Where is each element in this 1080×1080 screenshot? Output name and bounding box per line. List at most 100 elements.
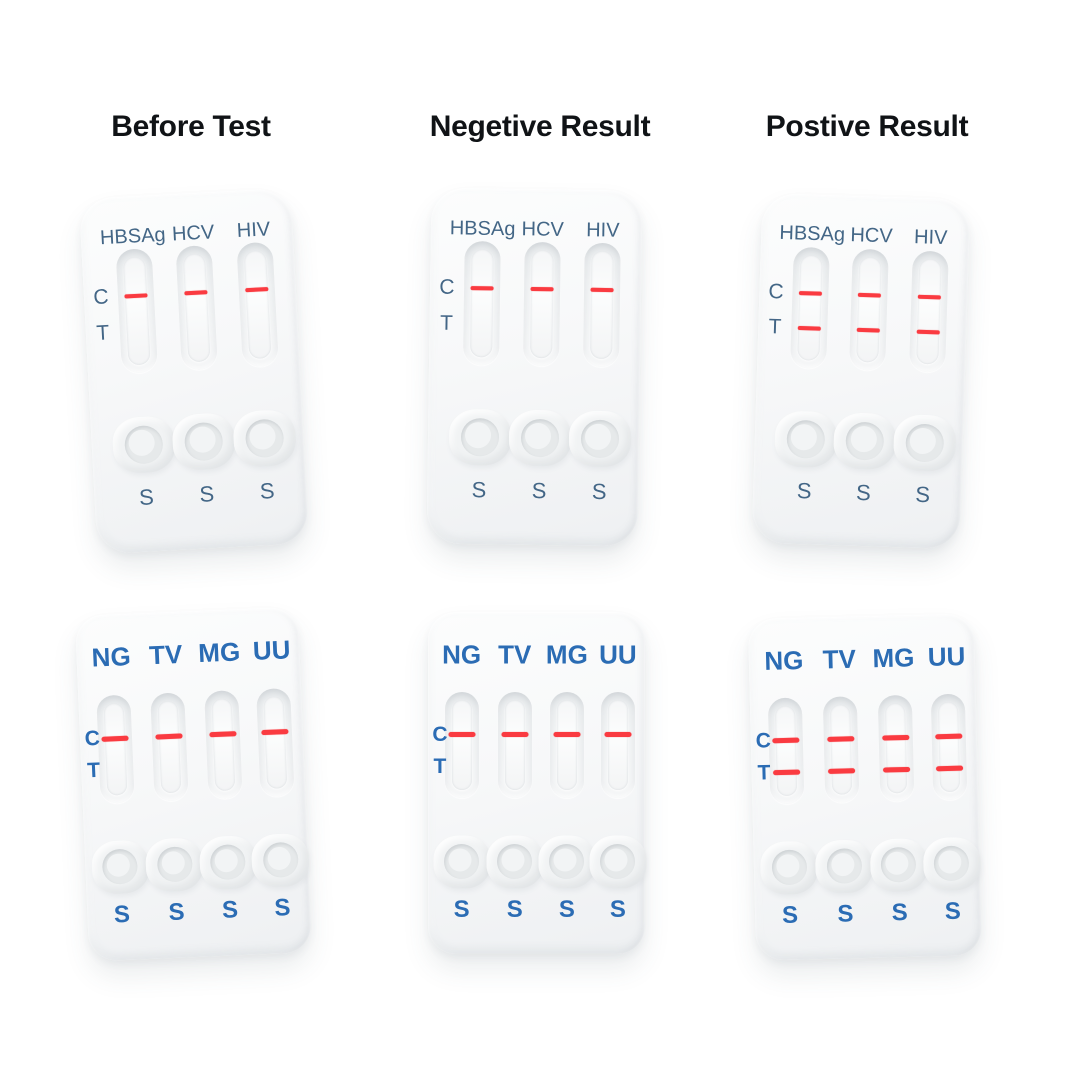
sample-label: S — [453, 895, 470, 923]
test-strip-window — [556, 700, 577, 791]
sample-well-ring — [444, 844, 480, 880]
cassette-hepatitis-positive-result: HBSAg HCV HIV C T S S S — [751, 192, 971, 550]
sample-well-center — [831, 852, 855, 877]
test-strip-window — [103, 703, 127, 796]
assay-label-hcv: HCV — [850, 224, 893, 248]
test-strip-window — [915, 258, 942, 365]
assay-label-uu: UU — [252, 634, 291, 667]
sample-label: S — [914, 481, 931, 508]
column-title-negative-result: Negetive Result — [429, 110, 651, 143]
test-strip-window — [590, 251, 614, 359]
sample-well-ring — [600, 844, 636, 880]
assay-label-uu: UU — [599, 639, 637, 670]
sample-well — [250, 832, 310, 888]
sample-well — [538, 835, 596, 889]
sample-well-center — [790, 423, 818, 451]
sample-well-ring — [244, 418, 285, 459]
control-line — [881, 735, 909, 741]
test-label: T — [433, 754, 447, 778]
sample-well-ring — [497, 844, 533, 880]
control-label: C — [755, 729, 772, 753]
sample-well-center — [604, 848, 628, 872]
control-label: C — [439, 275, 455, 300]
sample-label: S — [781, 901, 799, 929]
assay-label-mg: MG — [545, 639, 588, 670]
sample-label: S — [891, 898, 909, 926]
control-line — [772, 737, 800, 744]
sample-well — [922, 836, 981, 891]
test-line — [797, 325, 821, 331]
test-strip-window — [157, 700, 182, 793]
cassette-sti-negative-result: NG TV MG UU C T S S S S — [428, 612, 647, 954]
sample-well-center — [266, 846, 291, 871]
assay-label-ng: NG — [91, 641, 132, 673]
control-line — [934, 733, 963, 740]
sample-well — [198, 834, 258, 890]
control-label: C — [768, 279, 785, 304]
test-line — [882, 766, 910, 773]
sample-well-center — [106, 853, 131, 878]
sample-well — [231, 409, 297, 469]
sample-well-ring — [933, 845, 970, 882]
assay-label-hiv: HIV — [913, 226, 948, 250]
test-line — [773, 769, 801, 776]
assay-label-ng: NG — [764, 644, 804, 676]
sample-well-center — [501, 848, 525, 872]
sample-well-center — [585, 424, 612, 451]
assay-label-mg: MG — [872, 642, 915, 674]
test-strip-channel-mg — [549, 692, 584, 799]
sample-well-ring — [880, 846, 917, 883]
control-line — [917, 294, 941, 299]
test-strip-channel-hcv — [522, 242, 561, 366]
sample-well-ring — [209, 843, 247, 881]
cassette-hepatitis-before-test: HBSAg HCV HIV C T S S S — [78, 187, 310, 555]
control-label: C — [84, 727, 101, 751]
sample-well-center — [465, 422, 492, 449]
test-strip-channel-ng — [444, 692, 479, 799]
sample-label: S — [837, 899, 854, 928]
column-title-positive-result: Postive Result — [765, 110, 969, 143]
assay-label-hbsag: HBSAg — [449, 217, 516, 241]
sample-label: S — [944, 897, 962, 925]
test-strip-window — [469, 249, 494, 357]
sample-label: S — [609, 895, 626, 923]
control-line — [858, 292, 882, 298]
test-strip-channel-tv — [497, 692, 532, 799]
test-strip-channel-tv — [823, 696, 860, 804]
sample-well-center — [775, 854, 800, 878]
cassette-sti-positive-result: NG TV MG UU C T S S S S — [747, 613, 983, 961]
sample-label: S — [167, 898, 186, 927]
sample-label: S — [259, 477, 276, 504]
sample-well — [111, 415, 177, 475]
test-strip-channel-hbsag — [115, 248, 158, 374]
sample-well — [144, 836, 205, 893]
test-strip-window — [504, 700, 525, 791]
test-strip-channel-mg — [203, 690, 243, 799]
sample-well — [448, 408, 512, 466]
assay-label-ng: NG — [442, 639, 482, 670]
sample-well-center — [909, 427, 937, 455]
sample-well — [508, 409, 572, 467]
test-label: T — [439, 311, 454, 335]
test-label: T — [768, 314, 782, 339]
test-line — [916, 329, 940, 335]
sample-well-ring — [123, 424, 164, 465]
sample-well-ring — [904, 423, 944, 463]
sample-well-ring — [786, 419, 826, 459]
control-line — [590, 287, 614, 293]
sample-well-center — [161, 850, 186, 875]
sample-label: S — [113, 900, 131, 929]
test-strip-window — [211, 698, 235, 791]
sample-label: S — [506, 895, 523, 923]
test-line — [856, 327, 881, 333]
control-label: C — [92, 285, 110, 310]
sample-well-ring — [156, 846, 193, 883]
sample-well — [833, 412, 897, 471]
sample-well-ring — [771, 849, 807, 886]
test-strip-window — [243, 250, 272, 359]
sample-label: S — [855, 479, 872, 506]
test-strip-channel-hiv — [236, 242, 279, 368]
sample-well-center — [553, 848, 577, 872]
sample-well-ring — [262, 841, 299, 879]
test-strip-channel-tv — [150, 692, 189, 802]
